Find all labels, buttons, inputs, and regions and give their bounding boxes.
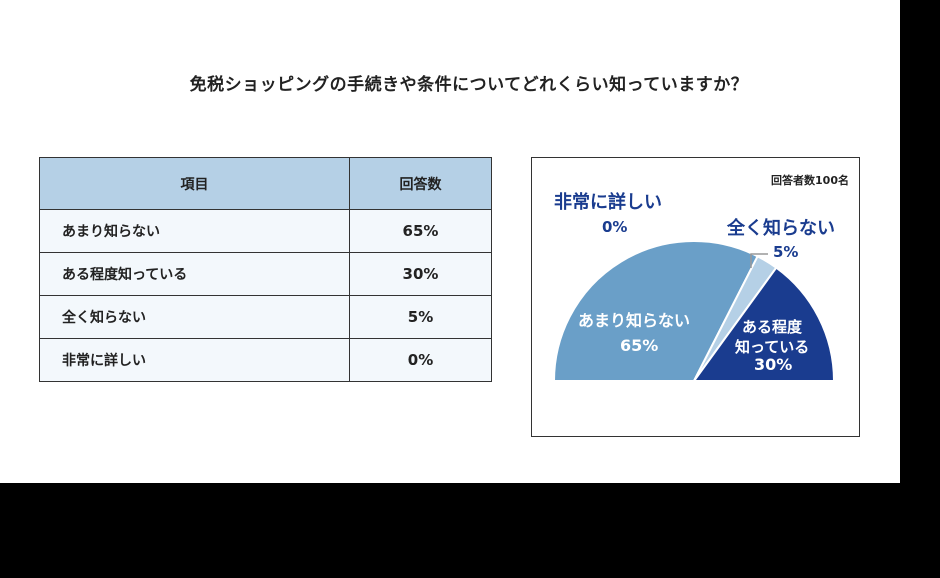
page-canvas: 免税ショッピングの手続きや条件についてどれくらい知っていますか？ 項目 回答数 …: [0, 0, 900, 483]
label-somewhat-line1: ある程度: [742, 318, 803, 336]
label-very-familiar: 非常に詳しい: [554, 192, 662, 213]
slice-not-much: [552, 240, 759, 382]
table-header-row: 項目 回答数: [39, 157, 492, 210]
table-row: 非常に詳しい 0%: [39, 338, 492, 382]
header-count: 回答数: [349, 157, 492, 210]
pct-not-at-all: 5%: [773, 243, 799, 261]
slice-somewhat: [692, 266, 836, 382]
row-value: 30%: [349, 252, 492, 296]
row-item: ある程度知っている: [39, 252, 350, 296]
row-value: 5%: [349, 295, 492, 339]
page-title: 免税ショッピングの手続きや条件についてどれくらい知っていますか？: [189, 75, 749, 95]
row-value: 65%: [349, 209, 492, 253]
table-row: あまり知らない 65%: [39, 209, 492, 253]
label-not-at-all: 全く知らない: [727, 218, 835, 239]
row-item: 非常に詳しい: [39, 338, 350, 382]
half-pie-svg: [552, 240, 836, 382]
header-item: 項目: [39, 157, 350, 210]
results-table: 項目 回答数 あまり知らない 65% ある程度知っている 30% 全く知らない …: [39, 157, 492, 382]
pct-very-familiar: 0%: [602, 218, 628, 236]
row-item: 全く知らない: [39, 295, 350, 339]
row-item: あまり知らない: [39, 209, 350, 253]
table-row: ある程度知っている 30%: [39, 252, 492, 296]
leader-line-5pct: [750, 253, 768, 268]
label-somewhat-line2: 知っている: [735, 338, 810, 356]
respondent-count: 回答者数100名: [771, 174, 849, 187]
label-not-much: あまり知らない: [578, 311, 691, 330]
pct-somewhat: 30%: [754, 355, 793, 374]
half-pie-chart: 回答者数100名 非常に詳しい 0% 全く知らない 5% あまり知らない 65%…: [531, 157, 860, 437]
pct-not-much: 65%: [620, 336, 659, 355]
table-row: 全く知らない 5%: [39, 295, 492, 339]
row-value: 0%: [349, 338, 492, 382]
